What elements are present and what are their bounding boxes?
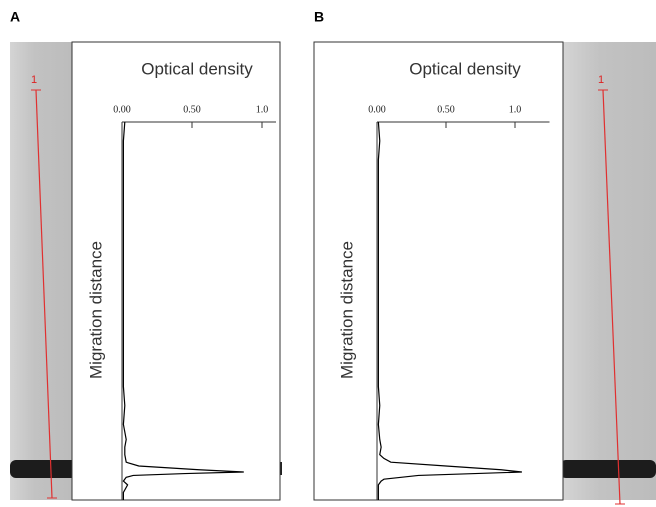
plot-frame	[313, 41, 564, 501]
gel-a	[10, 42, 282, 500]
x-tick-label: 0.50	[437, 104, 455, 115]
panel-label: B	[314, 9, 324, 25]
y-axis-title: Migration distance	[86, 241, 105, 379]
x-tick-label: 1.0	[256, 104, 269, 115]
y-axis-title: Migration distance	[337, 241, 356, 379]
density-line	[377, 121, 522, 500]
x-axis-title: Optical density	[141, 59, 253, 78]
gel-b	[560, 42, 656, 505]
x-tick-label: 0.00	[113, 104, 131, 115]
x-tick-label: 1.0	[509, 104, 522, 115]
x-axis-title: Optical density	[409, 59, 521, 78]
lane-label: 1	[598, 74, 604, 86]
density-line	[122, 121, 244, 500]
plot-frame	[71, 41, 281, 501]
lane-label: 1	[31, 74, 37, 86]
x-tick-label: 0.00	[368, 104, 386, 115]
panel-label: A	[10, 9, 20, 25]
x-tick-label: 0.50	[183, 104, 201, 115]
